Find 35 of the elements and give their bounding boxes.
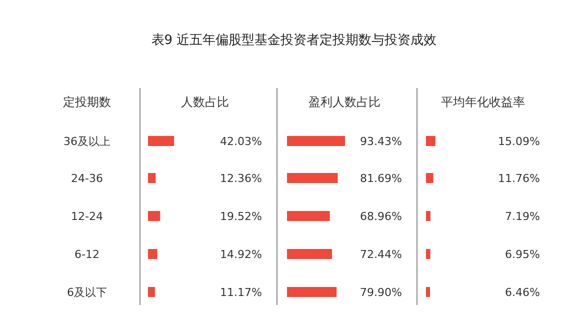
bar xyxy=(148,249,158,259)
bar xyxy=(287,136,345,146)
bar xyxy=(287,173,338,183)
y-tick-label: 6-12 xyxy=(74,248,100,261)
data-label: 79.90% xyxy=(360,286,402,299)
x-axis-title: 人数占比 xyxy=(181,95,229,109)
bar xyxy=(148,287,155,297)
y-tick-label: 12-24 xyxy=(71,210,103,223)
y-tick-label: 6及以下 xyxy=(67,286,107,299)
data-label: 7.19% xyxy=(505,210,540,223)
data-label: 12.36% xyxy=(220,172,262,185)
data-label: 93.43% xyxy=(360,135,402,148)
text: 表9 近五年偏股型基金投资者定投期数与投资成效 xyxy=(151,33,437,48)
bar xyxy=(148,211,160,221)
data-label: 81.69% xyxy=(360,172,402,185)
y-tick-label: 24-36 xyxy=(71,172,103,185)
data-label: 11.17% xyxy=(220,286,262,299)
bar xyxy=(148,136,174,146)
data-label: 14.92% xyxy=(220,248,262,261)
data-label: 6.95% xyxy=(505,248,540,261)
data-label: 68.96% xyxy=(360,210,402,223)
y-tick-label: 36及以上 xyxy=(64,135,110,148)
data-label: 15.09% xyxy=(498,135,540,148)
bar xyxy=(287,287,337,297)
data-label: 6.46% xyxy=(505,286,540,299)
data-label: 72.44% xyxy=(360,248,402,261)
data-label: 19.52% xyxy=(220,210,262,223)
data-label: 11.76% xyxy=(498,172,540,185)
bar xyxy=(148,173,156,183)
x-axis-title: 平均年化收益率 xyxy=(441,95,525,109)
bar xyxy=(287,211,330,221)
x-axis-title: 盈利人数占比 xyxy=(308,95,380,109)
bar xyxy=(287,249,332,259)
data-label: 42.03% xyxy=(220,135,262,148)
y-axis-title: 定投期数 xyxy=(63,95,111,109)
